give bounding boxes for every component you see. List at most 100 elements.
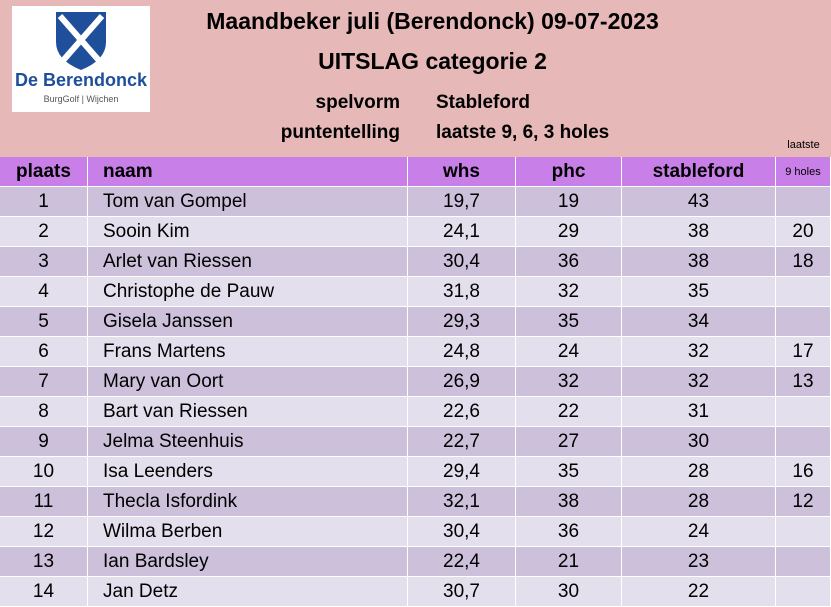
table-cell: [776, 547, 831, 577]
table-cell: 4: [0, 277, 88, 307]
table-cell: 38: [622, 247, 776, 277]
table-cell: 32,1: [408, 487, 516, 517]
table-cell: 32: [622, 367, 776, 397]
info-label: spelvorm: [315, 92, 400, 113]
table-cell: 12: [0, 517, 88, 547]
table-cell: 24,8: [408, 337, 516, 367]
table-cell: 24,1: [408, 217, 516, 247]
column-header: stableford: [622, 157, 776, 187]
table-cell: 35: [516, 457, 622, 487]
table-cell: 43: [622, 187, 776, 217]
logo-name: De Berendonck: [14, 70, 148, 90]
column-header: phc: [516, 157, 622, 187]
table-cell: 14: [0, 577, 88, 607]
table-cell: 18: [776, 247, 831, 277]
table-cell: [776, 427, 831, 457]
table-cell: 8: [0, 397, 88, 427]
table-cell: Bart van Riessen: [88, 397, 408, 427]
table-cell: 22,7: [408, 427, 516, 457]
table-cell: 20: [776, 217, 831, 247]
table-cell: 24: [516, 337, 622, 367]
table-cell: 30,7: [408, 577, 516, 607]
table-cell: Jan Detz: [88, 577, 408, 607]
table-cell: 29,4: [408, 457, 516, 487]
table-cell: 36: [516, 517, 622, 547]
table-cell: Gisela Janssen: [88, 307, 408, 337]
logo-tagline: BurgGolf | Wijchen: [43, 94, 119, 104]
subtitle: UITSLAG categorie 2: [318, 48, 547, 74]
table-cell: 34: [622, 307, 776, 337]
column-header: whs: [408, 157, 516, 187]
table-cell: [776, 187, 831, 217]
table-cell: 30,4: [408, 247, 516, 277]
table-cell: 16: [776, 457, 831, 487]
table-cell: 38: [622, 217, 776, 247]
table-cell: 29,3: [408, 307, 516, 337]
info-value: laatste 9, 6, 3 holes: [436, 122, 610, 143]
column-header: plaats: [0, 157, 88, 187]
logo-icon: [56, 12, 106, 70]
table-cell: 32: [516, 277, 622, 307]
table-cell: 38: [516, 487, 622, 517]
table-cell: 10: [0, 457, 88, 487]
table-cell: Sooin Kim: [88, 217, 408, 247]
table-cell: Arlet van Riessen: [88, 247, 408, 277]
logo: De Berendonck BurgGolf | Wijchen: [12, 6, 150, 112]
table-cell: 28: [622, 457, 776, 487]
table-cell: Jelma Steenhuis: [88, 427, 408, 457]
table-cell: Wilma Berben: [88, 517, 408, 547]
table-cell: 29: [516, 217, 622, 247]
table-cell: 31: [622, 397, 776, 427]
table-cell: 24: [622, 517, 776, 547]
info-label: puntentelling: [280, 122, 400, 143]
table-cell: Ian Bardsley: [88, 547, 408, 577]
table-cell: 6: [0, 337, 88, 367]
table-cell: 13: [0, 547, 88, 577]
table-cell: 23: [622, 547, 776, 577]
table-cell: 32: [516, 367, 622, 397]
table-cell: 2: [0, 217, 88, 247]
table-cell: 21: [516, 547, 622, 577]
table-cell: 5: [0, 307, 88, 337]
table-cell: 30: [622, 427, 776, 457]
table-cell: [776, 277, 831, 307]
table-cell: [776, 397, 831, 427]
table-cell: 36: [516, 247, 622, 277]
table-cell: [776, 577, 831, 607]
table-cell: 27: [516, 427, 622, 457]
table-cell: Tom van Gompel: [88, 187, 408, 217]
table-cell: 32: [622, 337, 776, 367]
table-cell: 11: [0, 487, 88, 517]
table-cell: 17: [776, 337, 831, 367]
table-cell: 22,6: [408, 397, 516, 427]
table-cell: Frans Martens: [88, 337, 408, 367]
table-cell: [776, 517, 831, 547]
table-cell: 35: [622, 277, 776, 307]
table-cell: Isa Leenders: [88, 457, 408, 487]
table-cell: 26,9: [408, 367, 516, 397]
table-cell: [776, 307, 831, 337]
table-cell: 22: [622, 577, 776, 607]
table-cell: Mary van Oort: [88, 367, 408, 397]
table-cell: 9: [0, 427, 88, 457]
table-cell: 13: [776, 367, 831, 397]
table-cell: 30: [516, 577, 622, 607]
table-cell: 7: [0, 367, 88, 397]
table-cell: 1: [0, 187, 88, 217]
table-cell: 28: [622, 487, 776, 517]
extra-header: laatste: [787, 139, 820, 151]
table-cell: 35: [516, 307, 622, 337]
table-cell: 19,7: [408, 187, 516, 217]
table-cell: 12: [776, 487, 831, 517]
column-header: 9 holes: [776, 157, 831, 187]
column-header: naam: [88, 157, 408, 187]
table-cell: 3: [0, 247, 88, 277]
table-cell: 22,4: [408, 547, 516, 577]
table-cell: 30,4: [408, 517, 516, 547]
table-cell: 31,8: [408, 277, 516, 307]
table-cell: 22: [516, 397, 622, 427]
table-cell: Thecla Isfordink: [88, 487, 408, 517]
title: Maandbeker juli (Berendonck) 09-07-2023: [206, 8, 659, 34]
table-cell: Christophe de Pauw: [88, 277, 408, 307]
